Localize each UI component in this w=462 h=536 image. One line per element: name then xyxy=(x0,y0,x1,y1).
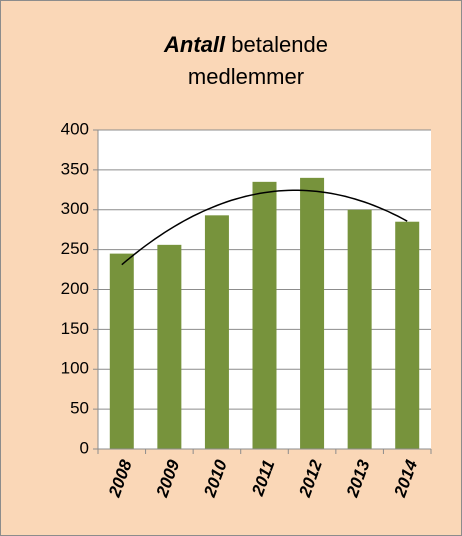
chart-title: Antall betalende medlemmer xyxy=(131,29,361,93)
y-tick-label: 100 xyxy=(61,359,89,378)
bar xyxy=(347,209,372,449)
trendline xyxy=(121,189,408,266)
x-tick-label: 2008 xyxy=(105,457,136,500)
y-tick-label: 150 xyxy=(61,319,89,338)
x-tick-label: 2012 xyxy=(295,457,326,500)
bar xyxy=(300,177,325,449)
y-tick-label: 200 xyxy=(61,279,89,298)
x-tick-label: 2010 xyxy=(200,457,231,500)
y-tick-label: 0 xyxy=(80,438,89,457)
title-emphasis: Antall xyxy=(164,32,226,57)
bar xyxy=(204,215,229,449)
bar xyxy=(252,181,277,449)
y-tick-label: 350 xyxy=(61,159,89,178)
bar xyxy=(395,221,420,449)
title-rest: betalende medlemmer xyxy=(187,32,328,89)
bar xyxy=(157,244,182,449)
x-tick-label: 2013 xyxy=(342,457,373,500)
bar xyxy=(109,253,134,449)
y-tick-label: 50 xyxy=(70,399,89,418)
x-tick-label: 2014 xyxy=(390,457,421,500)
x-tick-label: 2011 xyxy=(248,457,279,499)
y-tick-label: 400 xyxy=(61,119,89,138)
x-tick-label: 2009 xyxy=(152,457,183,500)
y-tick-label: 250 xyxy=(61,239,89,258)
y-tick-label: 300 xyxy=(61,199,89,218)
